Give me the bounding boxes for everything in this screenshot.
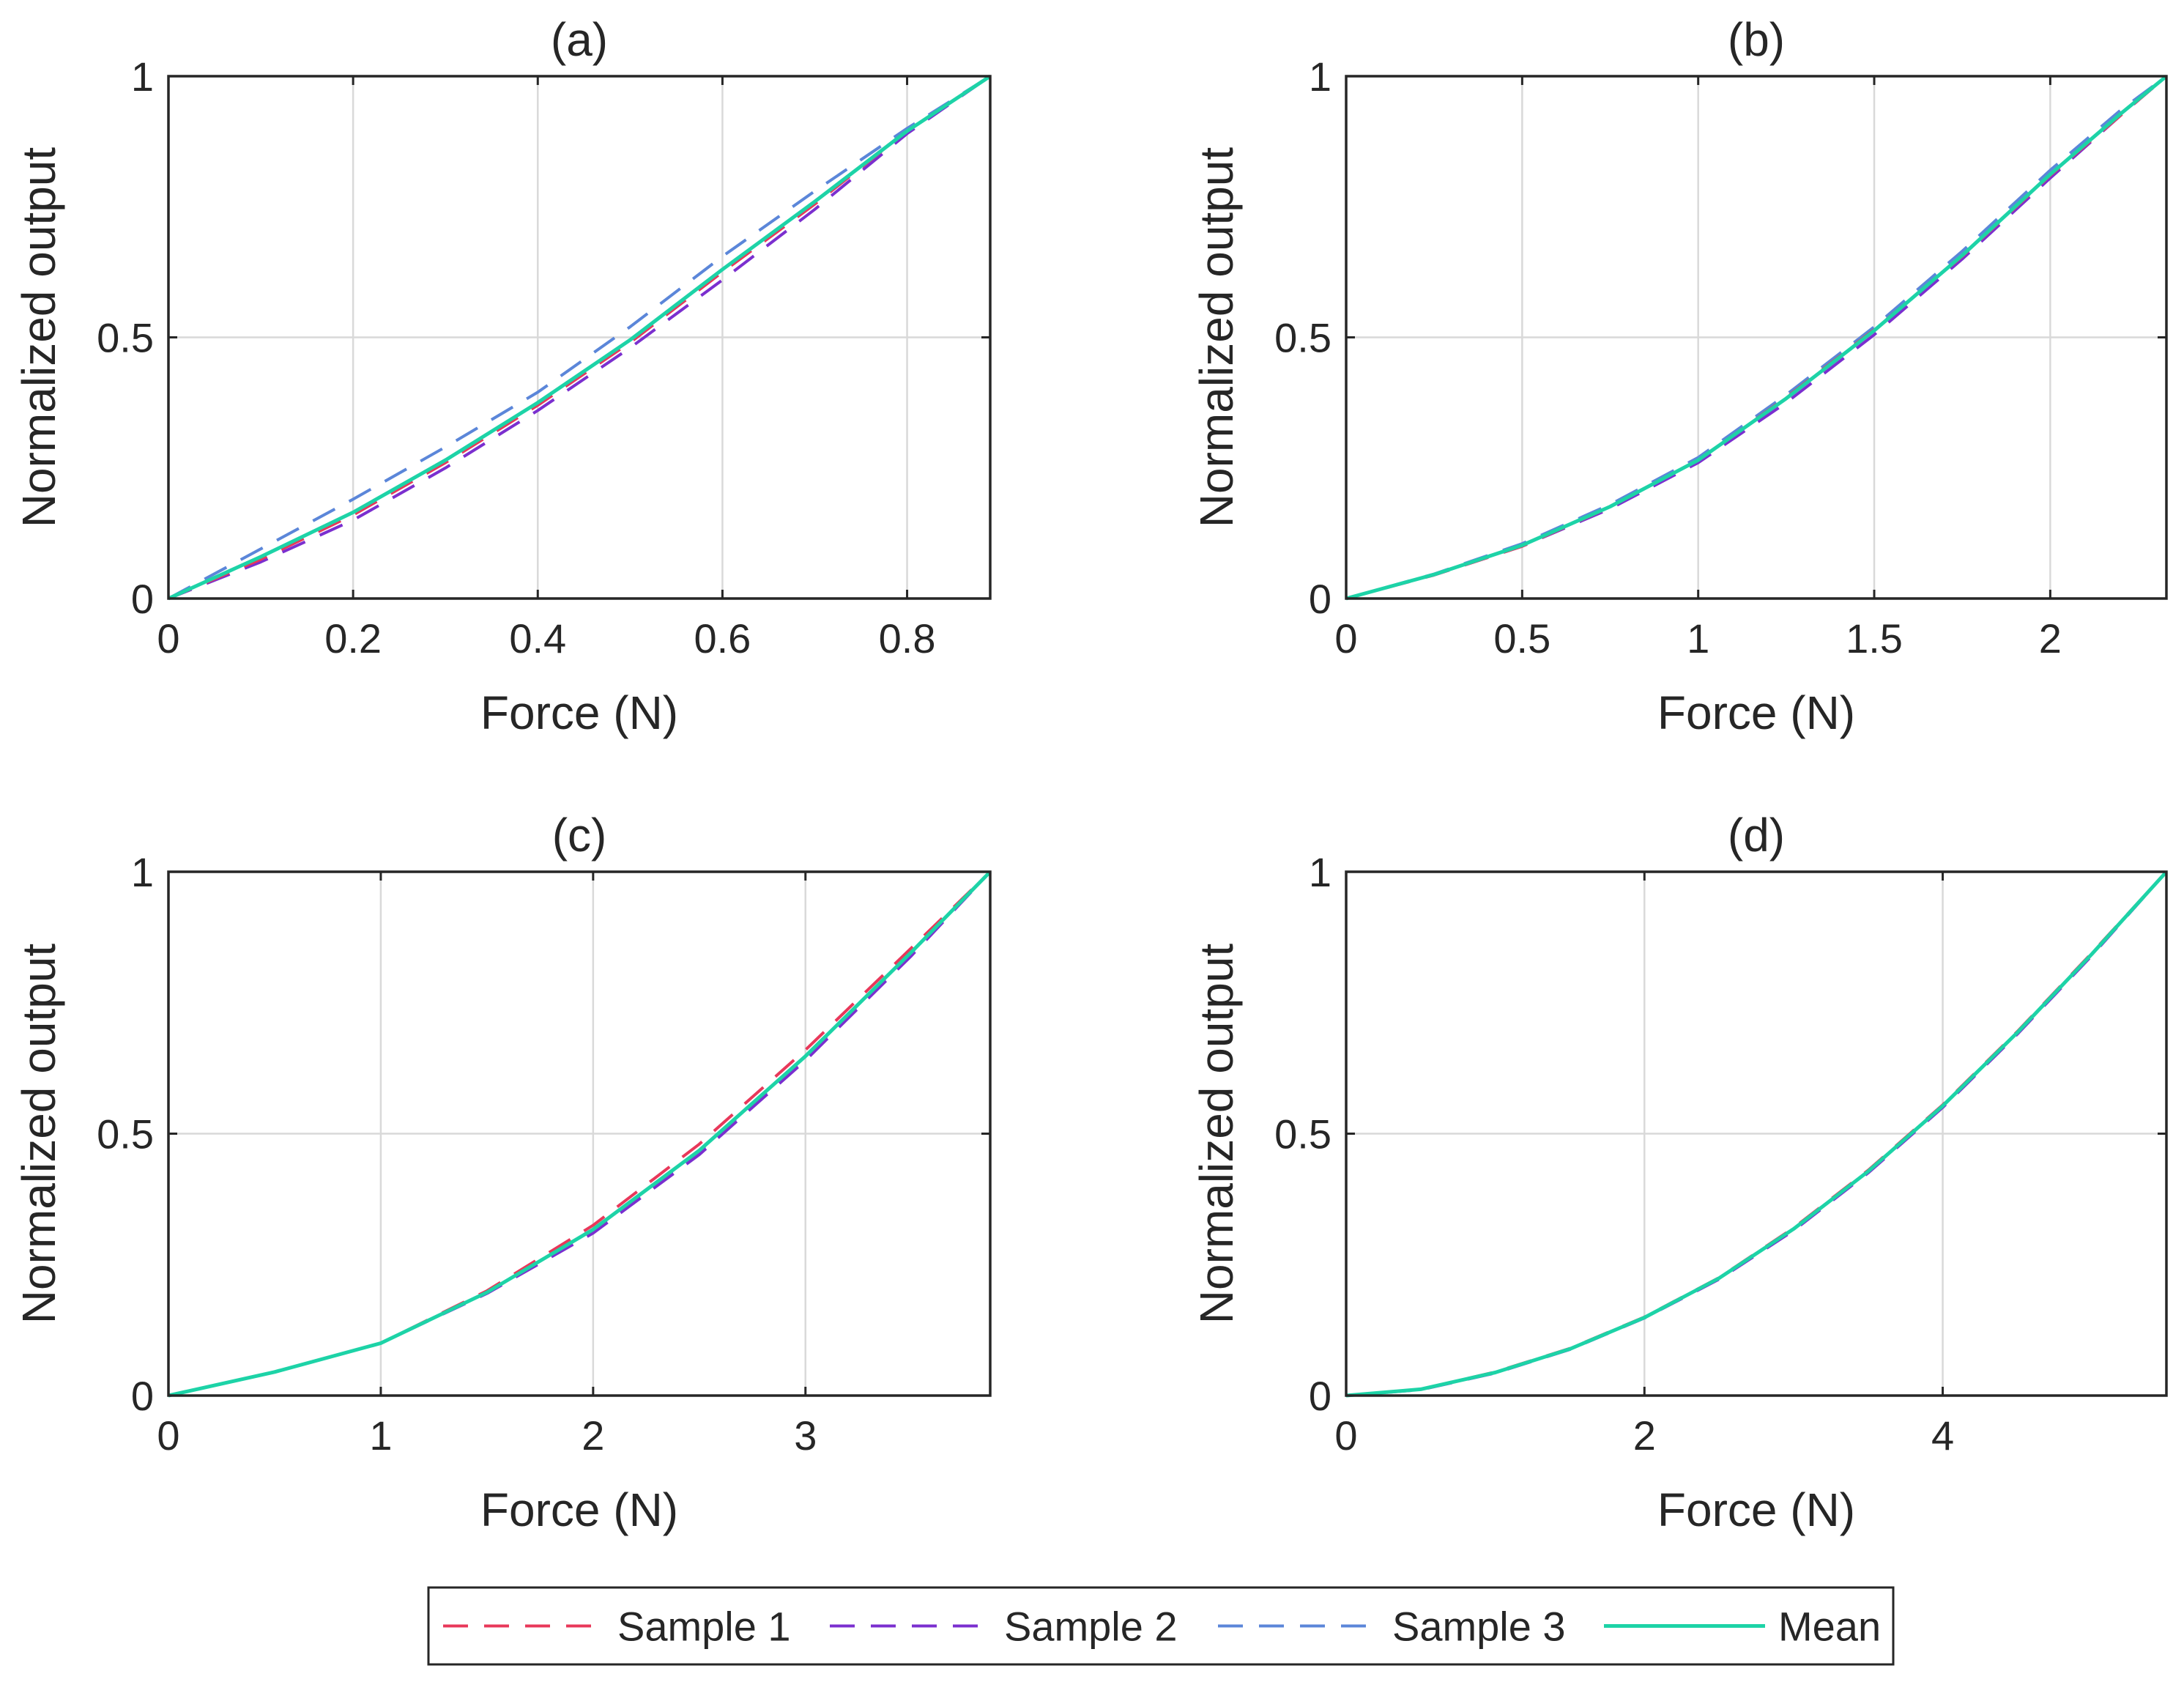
legend-label: Sample 1	[617, 1604, 791, 1650]
y-tick-label: 1	[1309, 53, 1331, 100]
x-tick-label: 0	[157, 615, 179, 662]
chart-title: (a)	[551, 13, 608, 66]
x-tick-label: 0.4	[509, 615, 566, 662]
chart-title: (c)	[552, 809, 607, 862]
x-tick-label: 2	[2039, 615, 2062, 662]
x-tick-label: 0	[157, 1412, 179, 1459]
y-tick-label: 1	[1309, 849, 1331, 895]
chart-panel-2: 0 0.5 1 1.5 2 0 0.5 1 (b) Force (N) Normalized out…	[1190, 13, 2168, 739]
x-tick-label: 0.8	[879, 615, 936, 662]
y-tick-label: 0.5	[97, 1111, 154, 1157]
legend-label: Mean	[1778, 1604, 1881, 1650]
x-axis-label: Force (N)	[480, 1483, 678, 1536]
y-tick-label: 0.5	[1274, 1111, 1331, 1157]
y-tick-label: 0	[131, 1373, 154, 1419]
series-line-sample-3	[168, 75, 992, 600]
x-tick-label: 0	[1334, 1412, 1357, 1459]
chart-panel-4: 0 2 4 0 0.5 1 (d) Force (N) Normalized output	[1190, 809, 2168, 1536]
panels: 0 0.2 0.4 0.6 0.8 0 0.5 1 (a) Force (N) Normalized…	[12, 13, 2168, 1536]
x-tick-label: 0.5	[1493, 615, 1550, 662]
series-line-sample-3	[1345, 75, 2168, 600]
y-axis-label: Normalized output	[1190, 147, 1243, 528]
x-axis-label: Force (N)	[480, 686, 678, 739]
legend-label: Sample 2	[1004, 1604, 1178, 1650]
x-axis-label: Force (N)	[1657, 686, 1855, 739]
y-axis-label: Normalized output	[12, 147, 65, 528]
y-tick-label: 0	[1309, 1373, 1331, 1419]
chart-panel-3: 0 1 2 3 0 0.5 1 (c) Force (N) Normalized output	[12, 809, 992, 1536]
x-tick-label: 0.2	[324, 615, 382, 662]
chart-title: (b)	[1728, 13, 1785, 66]
y-axis-label: Normalized output	[1190, 944, 1243, 1325]
y-tick-label: 0.5	[97, 315, 154, 361]
series-line-mean	[167, 74, 992, 601]
x-tick-label: 1	[1687, 615, 1709, 662]
y-tick-label: 1	[131, 53, 154, 100]
x-tick-label: 3	[794, 1412, 817, 1459]
legend: Sample 1 Sample 2 Sample 3 Mean	[427, 1586, 1895, 1666]
x-tick-label: 2	[1633, 1412, 1656, 1459]
x-tick-label: 1	[369, 1412, 392, 1459]
x-tick-label: 0	[1334, 615, 1357, 662]
x-axis-label: Force (N)	[1657, 1483, 1855, 1536]
y-tick-label: 1	[131, 849, 154, 895]
y-axis-label: Normalized output	[12, 944, 65, 1325]
y-tick-label: 0	[1309, 576, 1331, 622]
y-tick-label: 0.5	[1274, 315, 1331, 361]
series-line-mean	[1345, 870, 2168, 1398]
x-tick-label: 2	[582, 1412, 604, 1459]
legend-label: Sample 3	[1392, 1604, 1566, 1650]
series-line-mean	[1345, 75, 2168, 601]
series-line-sample-1	[168, 75, 992, 600]
chart-panel-1: 0 0.2 0.4 0.6 0.8 0 0.5 1 (a) Force (N) Normalized…	[12, 13, 992, 739]
x-tick-label: 0.6	[694, 615, 751, 662]
x-tick-label: 4	[1931, 1412, 1954, 1459]
chart-title: (d)	[1728, 809, 1785, 862]
series-line-mean	[168, 870, 992, 1398]
x-tick-label: 1.5	[1846, 615, 1903, 662]
series-line-sample-2	[168, 75, 992, 600]
y-tick-label: 0	[131, 576, 154, 622]
